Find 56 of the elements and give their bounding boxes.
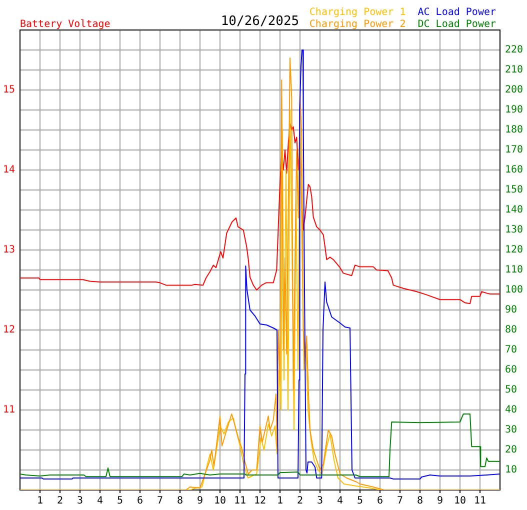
y2-tick-label: 10	[505, 464, 518, 476]
x-tick-label: 10	[454, 496, 466, 507]
x-tick-label: 9	[196, 496, 204, 507]
text: DC Load Power	[418, 19, 496, 30]
x-tick-label: 3	[316, 496, 324, 507]
x-tick-label: 6	[136, 496, 144, 507]
y2-tick-label: 110	[505, 264, 524, 276]
y2-tick-label: 130	[505, 224, 524, 236]
y2-tick-label: 50	[505, 384, 518, 396]
x-tick-label: 11	[474, 496, 486, 507]
y2-tick-label: 150	[505, 184, 524, 196]
y2-tick-label: 200	[505, 84, 524, 96]
x-tick-label: 7	[396, 496, 404, 507]
y2-tick-label: 140	[505, 204, 524, 216]
y2-tick-label: 220	[505, 44, 524, 56]
y2-tick-label: 160	[505, 164, 524, 176]
x-tick-label: 12	[254, 496, 266, 507]
x-tick-label: 11	[234, 496, 246, 507]
x-tick-label: 10	[214, 496, 226, 507]
y2-tick-label: 100	[505, 284, 524, 296]
y2-tick-label: 70	[505, 344, 518, 356]
y2-tick-label: 40	[505, 404, 518, 416]
y2-tick-label: 170	[505, 144, 524, 156]
y2-tick-label: 80	[505, 324, 518, 336]
x-tick-label: 5	[116, 496, 124, 507]
x-tick-label: 3	[76, 496, 84, 507]
x-tick-label: 1	[36, 496, 44, 507]
y-tick-label: 11	[2, 404, 15, 416]
chart-title: 10/26/2025	[220, 14, 300, 29]
y2-tick-label: 30	[505, 424, 518, 436]
text: Charging Power 1	[309, 7, 406, 18]
y-tick-label: 15	[2, 84, 15, 96]
y2-tick-label: 60	[505, 364, 518, 376]
y-tick-label: 12	[2, 324, 15, 336]
text: Charging Power 2	[309, 19, 406, 30]
y2-tick-label: 180	[505, 124, 524, 136]
x-tick-label: 8	[176, 496, 184, 507]
y2-tick-label: 120	[505, 244, 524, 256]
x-tick-label: 8	[416, 496, 424, 507]
y2-tick-label: 190	[505, 104, 524, 116]
x-tick-label: 7	[156, 496, 164, 507]
y2-tick-label: 90	[505, 304, 518, 316]
y-tick-label: 13	[2, 244, 15, 256]
y2-tick-label: 20	[505, 444, 518, 456]
x-tick-label: 2	[296, 496, 304, 507]
x-tick-label: 4	[96, 496, 104, 507]
y2-tick-label: 210	[505, 64, 524, 76]
y-axis-title: Battery Voltage	[20, 19, 110, 30]
text: AC Load Power	[418, 7, 496, 18]
x-tick-label: 5	[356, 496, 364, 507]
x-tick-label: 4	[336, 496, 344, 507]
x-tick-label: 9	[436, 496, 444, 507]
x-tick-label: 2	[56, 496, 64, 507]
x-tick-label: 6	[376, 496, 384, 507]
x-tick-label: 1	[276, 496, 284, 507]
y-tick-label: 14	[2, 164, 15, 176]
